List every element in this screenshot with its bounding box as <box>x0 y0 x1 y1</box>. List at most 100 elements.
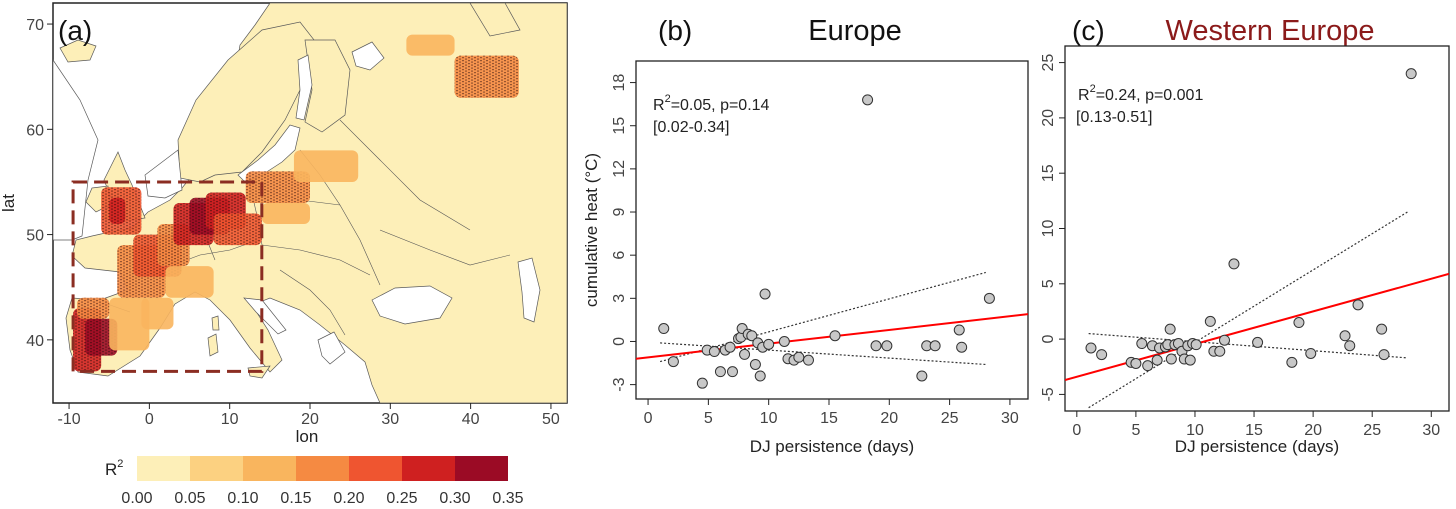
black-sea <box>371 285 453 325</box>
data-point <box>1339 330 1351 342</box>
colorbar-swatch <box>402 456 455 481</box>
map-y-tick-label: 50 <box>26 228 44 245</box>
colorbar-swatch <box>137 456 190 481</box>
land-corsica <box>211 315 220 331</box>
x-tick-label: 5 <box>1131 422 1140 439</box>
r2-cells <box>73 34 519 372</box>
data-point <box>956 341 968 353</box>
x-tick-label: 10 <box>1186 422 1204 439</box>
data-point <box>1130 357 1142 369</box>
data-point <box>870 340 882 352</box>
data-point <box>1378 349 1390 361</box>
colorbar-tick-label: 0.35 <box>492 490 523 507</box>
gulf-bothnia <box>295 54 313 121</box>
map-y-tick-label: 60 <box>26 122 44 139</box>
data-point <box>1184 354 1196 366</box>
data-point <box>1286 356 1298 368</box>
data-point <box>1305 347 1317 359</box>
y-tick-label: 18 <box>611 74 628 92</box>
data-point <box>1142 360 1154 372</box>
significance-hatch <box>454 55 519 98</box>
data-point <box>1085 342 1097 354</box>
y-tick-label: -3 <box>611 377 628 391</box>
map-x-axis: -10 0 10 20 30 40 50 <box>58 403 560 428</box>
data-point <box>1252 336 1264 348</box>
ylabel-b: cumulative heat (°C) <box>582 153 601 307</box>
regression-line <box>1065 272 1449 381</box>
plot-area-c <box>1065 68 1449 409</box>
map-x-tick-label: 20 <box>301 411 319 428</box>
stats-line2-b: [0.02-0.34] <box>653 119 730 136</box>
data-point <box>708 346 720 358</box>
data-point <box>916 370 928 382</box>
data-point <box>1228 258 1240 270</box>
y-tick-label: 9 <box>611 207 628 216</box>
land-iceland <box>59 39 97 63</box>
significance-hatch <box>109 197 126 225</box>
land-novaya <box>469 3 521 37</box>
data-point <box>1376 323 1388 335</box>
data-point <box>759 288 771 300</box>
y-axis-b: -3 0 3 6 9 12 15 18 <box>611 74 636 392</box>
data-point <box>724 341 736 353</box>
data-point <box>793 351 805 363</box>
atlantic-gap <box>53 59 99 241</box>
x-axis-c: 0 5 10 15 20 25 30 <box>1072 411 1440 439</box>
colorbar-tick-label: 0.00 <box>121 490 152 507</box>
data-point <box>802 354 814 366</box>
data-point <box>881 340 893 352</box>
land-sardinia <box>207 333 219 357</box>
panel-b: (b) Europe 0 5 10 15 20 25 30 -3 0 3 6 9 12 15 18 DJ … <box>582 15 1029 456</box>
y-tick-label: -5 <box>1040 387 1057 401</box>
north-sea <box>144 149 183 199</box>
y-tick-label: 6 <box>611 251 628 260</box>
y-tick-label: 15 <box>611 117 628 135</box>
white-sea <box>351 41 385 71</box>
data-point <box>1164 323 1176 335</box>
data-point <box>739 348 751 360</box>
map-body <box>53 3 567 403</box>
map-x-tick-label: 10 <box>221 411 239 428</box>
map-y-axis: 40 50 60 70 <box>26 17 53 350</box>
x-tick-label: 0 <box>644 410 653 427</box>
x-tick-label: 5 <box>704 410 713 427</box>
chart-title-b: Europe <box>808 15 902 47</box>
map-y-tick-label: 70 <box>26 17 44 34</box>
data-point <box>953 324 965 336</box>
data-point <box>726 366 738 378</box>
y-axis-c: -5 0 5 10 15 20 25 <box>1040 54 1065 402</box>
data-point <box>778 335 790 347</box>
ci-lower-line <box>1088 332 1408 359</box>
panel-label-b: (b) <box>658 15 692 46</box>
land-finland <box>304 39 351 133</box>
data-point <box>1219 334 1231 346</box>
panel-c: (c) Western Europe 0 5 10 15 20 25 30 -5 0 5 10 15… <box>1040 15 1450 456</box>
x-tick-label: 15 <box>1245 422 1263 439</box>
plot-area-b <box>636 94 1028 389</box>
data-point <box>714 366 726 378</box>
x-tick-label: 30 <box>1001 410 1019 427</box>
map-xlabel: lon <box>296 427 319 446</box>
colorbar-swatch <box>349 456 402 481</box>
r2-cell <box>109 297 150 351</box>
colorbar-tick-label: 0.30 <box>439 490 470 507</box>
y-tick-label: 12 <box>611 160 628 178</box>
data-point <box>1352 299 1364 311</box>
map-x-tick-label: 40 <box>462 411 480 428</box>
panel-a: (a) -10 0 10 20 30 40 50 40 50 60 70 lon lat 0.00… <box>0 2 568 507</box>
colorbar-swatch <box>296 456 349 481</box>
data-point <box>667 356 679 368</box>
significance-hatch <box>213 213 262 246</box>
map-x-tick-label: 50 <box>542 411 560 428</box>
r2-cell <box>293 150 359 182</box>
y-tick-label: 25 <box>1040 54 1057 72</box>
colorbar-swatch <box>455 456 508 481</box>
r2-cell <box>261 203 310 225</box>
map-ylabel: lat <box>0 194 18 212</box>
significance-hatch <box>77 297 110 319</box>
x-tick-label: 20 <box>1304 422 1322 439</box>
seas <box>53 41 541 365</box>
data-point <box>929 340 941 352</box>
data-point <box>829 330 841 342</box>
confidence-lines-c <box>1088 211 1408 409</box>
